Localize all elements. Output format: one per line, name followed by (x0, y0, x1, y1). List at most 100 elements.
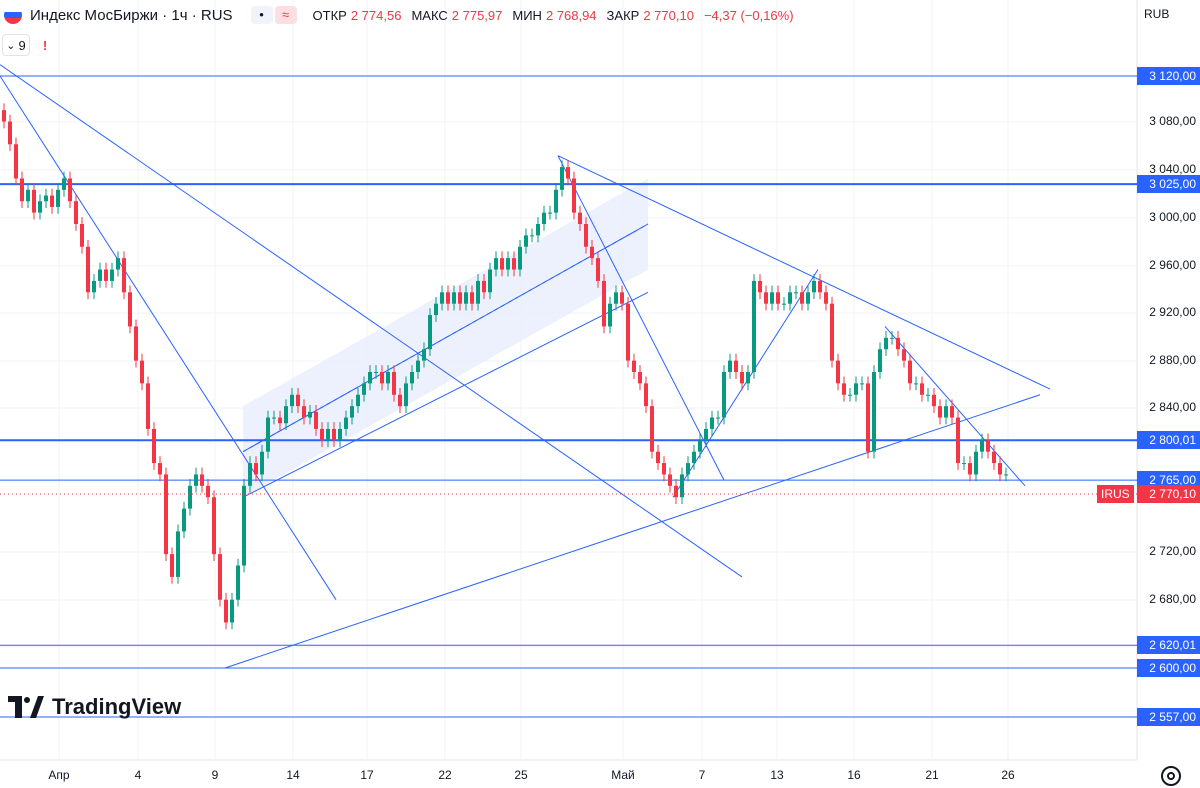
candle-body (542, 212, 546, 224)
candle-body (254, 463, 258, 475)
candle-body (644, 383, 648, 407)
candle-body (116, 258, 120, 270)
candle-body (950, 406, 954, 418)
candle-body (428, 315, 432, 350)
candle-body (416, 360, 420, 372)
candle-body (476, 280, 480, 304)
candle-body (830, 303, 834, 361)
candle-body (20, 178, 24, 202)
trendline[interactable] (0, 75, 337, 600)
candle-body (164, 474, 168, 555)
candle-body (638, 372, 642, 384)
candle-body (152, 428, 156, 464)
x-tick-label: 7 (698, 768, 706, 782)
candle-body (122, 258, 126, 293)
candle-body (44, 195, 48, 202)
candle-body (944, 406, 948, 418)
trendline[interactable] (672, 269, 819, 498)
trendline[interactable] (242, 291, 649, 498)
candle-body (812, 280, 816, 293)
candle-body (92, 280, 96, 293)
open-value: 2 774,56 (350, 7, 402, 23)
candle-body (8, 121, 12, 145)
candle-body (746, 372, 750, 384)
candle-body (332, 428, 336, 441)
x-tick-label: 26 (1001, 768, 1015, 782)
candle-body (818, 280, 822, 293)
candle-body (38, 201, 42, 213)
candle-body (242, 485, 246, 566)
candle-body (500, 258, 504, 270)
candle-body (722, 372, 726, 418)
candle-body (974, 451, 978, 475)
currency-selector[interactable]: RUB (1144, 7, 1170, 21)
candle-body (758, 280, 762, 293)
trendline[interactable] (557, 155, 725, 481)
candle-body (266, 417, 270, 452)
candle-body (248, 463, 252, 486)
candle-body (752, 280, 756, 372)
indicator-count: 9 (18, 37, 26, 53)
candle-body (494, 258, 498, 270)
candle-body (350, 406, 354, 418)
candle-body (404, 383, 408, 407)
candle-body (212, 497, 216, 555)
candle-body (782, 303, 786, 305)
low-value: 2 768,94 (545, 7, 597, 23)
x-tick-label: 14 (286, 768, 300, 782)
trendline[interactable] (884, 326, 1026, 487)
candle-body (878, 349, 882, 372)
x-tick-label: 9 (211, 768, 219, 782)
trendline[interactable] (0, 64, 743, 578)
compare-pill[interactable]: • ≈ (250, 6, 297, 24)
price-level-label: 2 620,01 (1137, 636, 1200, 655)
candle-body (788, 292, 792, 304)
candle-body (692, 451, 696, 464)
y-tick-label: 3 040,00 (1149, 162, 1196, 176)
trendline[interactable] (224, 394, 1041, 669)
tradingview-logo[interactable]: TradingView (8, 694, 181, 720)
candle-body (488, 269, 492, 293)
candle-body (434, 303, 438, 316)
candles (2, 103, 1008, 630)
candle-body (698, 440, 702, 452)
candle-body (26, 189, 30, 202)
candle-body (140, 360, 144, 384)
candle-body (320, 428, 324, 441)
candle-body (962, 463, 966, 465)
candle-body (14, 144, 18, 179)
candle-body (518, 246, 522, 270)
x-tick-label: 16 (847, 768, 861, 782)
candle-body (482, 280, 486, 293)
low-label: МИН (512, 7, 542, 23)
x-tick-label: 17 (360, 768, 374, 782)
candle-body (854, 383, 858, 395)
compare-icon[interactable]: ≈ (274, 6, 297, 24)
candle-body (296, 394, 300, 407)
candle-body (272, 417, 276, 419)
candle-body (440, 292, 444, 304)
candle-body (560, 167, 564, 190)
trendline[interactable] (557, 155, 1051, 390)
candle-body (848, 394, 852, 396)
candle-body (770, 292, 774, 304)
candle-body (674, 485, 678, 498)
candle-body (290, 394, 294, 407)
settings-icon[interactable] (1161, 766, 1181, 786)
candle-body (800, 292, 804, 304)
indicators-toggle[interactable]: ⌄ 9 (2, 34, 30, 56)
warning-icon[interactable]: ! (36, 36, 54, 54)
candle-body (302, 406, 306, 418)
high-label: МАКС (411, 7, 448, 23)
candle-body (656, 451, 660, 464)
candle-body (308, 411, 312, 418)
high-value: 2 775,97 (451, 7, 503, 23)
candle-body (860, 383, 864, 385)
symbol-title[interactable]: Индекс МосБиржи · 1ч · RUS (30, 6, 233, 24)
candle-body (86, 246, 90, 293)
candle-body (740, 372, 744, 384)
dot-icon[interactable]: • (250, 6, 273, 24)
candle-body (992, 451, 996, 464)
